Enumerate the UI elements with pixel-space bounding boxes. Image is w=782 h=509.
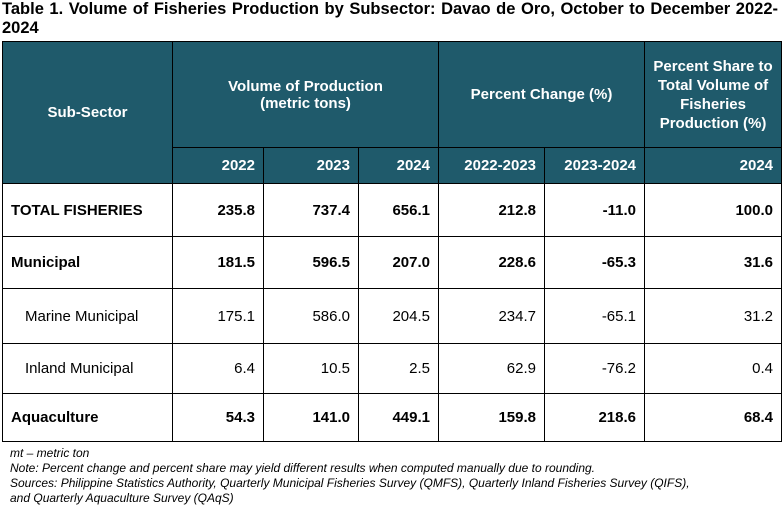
header-year-2022: 2022 — [172, 147, 264, 184]
cell-value: 10.5 — [263, 343, 359, 394]
cell-value: 68.4 — [644, 393, 782, 442]
cell-value: 656.1 — [358, 183, 439, 237]
table-title: Table 1. Volume of Fisheries Production … — [2, 0, 778, 37]
cell-value: 0.4 — [644, 343, 782, 394]
header-change-2023-2024: 2023-2024 — [543, 147, 646, 184]
note-rounding: Note: Percent change and percent share m… — [10, 461, 596, 475]
cell-value: -65.1 — [543, 288, 646, 344]
cell-value: 234.7 — [438, 288, 545, 344]
cell-value: 228.6 — [438, 236, 545, 289]
cell-value: 54.3 — [172, 393, 264, 442]
cell-value: -65.3 — [543, 236, 646, 289]
fisheries-table: Sub-Sector Volume of Production (metric … — [2, 41, 782, 442]
header-subsector: Sub-Sector — [2, 41, 173, 184]
table-row: Marine Municipal 175.1 586.0 204.5 234.7… — [2, 288, 782, 344]
table-row: Municipal 181.5 596.5 207.0 228.6 -65.3 … — [2, 236, 782, 289]
cell-value: 449.1 — [358, 393, 439, 442]
header-change-2022-2023: 2022-2023 — [438, 147, 545, 184]
cell-value: 204.5 — [358, 288, 439, 344]
row-label: Inland Municipal — [2, 343, 173, 394]
cell-value: 159.8 — [438, 393, 545, 442]
cell-value: 31.6 — [644, 236, 782, 289]
note-sources: Sources: Philippine Statistics Authority… — [10, 476, 690, 490]
cell-value: 175.1 — [172, 288, 264, 344]
table-row: Aquaculture 54.3 141.0 449.1 159.8 218.6… — [2, 393, 782, 442]
cell-value: 100.0 — [644, 183, 782, 237]
row-label: Municipal — [2, 236, 173, 289]
cell-value: 586.0 — [263, 288, 359, 344]
cell-value: -11.0 — [543, 183, 646, 237]
header-percent-share: Percent Share to Total Volume of Fisheri… — [644, 41, 782, 148]
cell-value: 181.5 — [172, 236, 264, 289]
cell-value: 596.5 — [263, 236, 359, 289]
header-year-2024: 2024 — [358, 147, 439, 184]
note-abbreviation: mt – metric ton — [10, 446, 90, 460]
note-sources-cont: and Quarterly Aquaculture Survey (QAqS) — [10, 491, 234, 505]
header-volume: Volume of Production (metric tons) — [172, 41, 439, 148]
table-notes: mt – metric ton Note: Percent change and… — [10, 446, 780, 506]
cell-value: 141.0 — [263, 393, 359, 442]
table-row: Inland Municipal 6.4 10.5 2.5 62.9 -76.2… — [2, 343, 782, 394]
cell-value: 212.8 — [438, 183, 545, 237]
cell-value: 737.4 — [263, 183, 359, 237]
row-label: Aquaculture — [2, 393, 173, 442]
table-row: TOTAL FISHERIES 235.8 737.4 656.1 212.8 … — [2, 183, 782, 237]
cell-value: 31.2 — [644, 288, 782, 344]
cell-value: -76.2 — [543, 343, 646, 394]
header-share-2024: 2024 — [644, 147, 782, 184]
cell-value: 62.9 — [438, 343, 545, 394]
cell-value: 207.0 — [358, 236, 439, 289]
row-label: TOTAL FISHERIES — [2, 183, 173, 237]
cell-value: 6.4 — [172, 343, 264, 394]
header-percent-change: Percent Change (%) — [437, 41, 646, 148]
cell-value: 2.5 — [358, 343, 439, 394]
header-year-2023: 2023 — [263, 147, 359, 184]
cell-value: 235.8 — [172, 183, 264, 237]
row-label: Marine Municipal — [2, 288, 173, 344]
cell-value: 218.6 — [543, 393, 646, 442]
